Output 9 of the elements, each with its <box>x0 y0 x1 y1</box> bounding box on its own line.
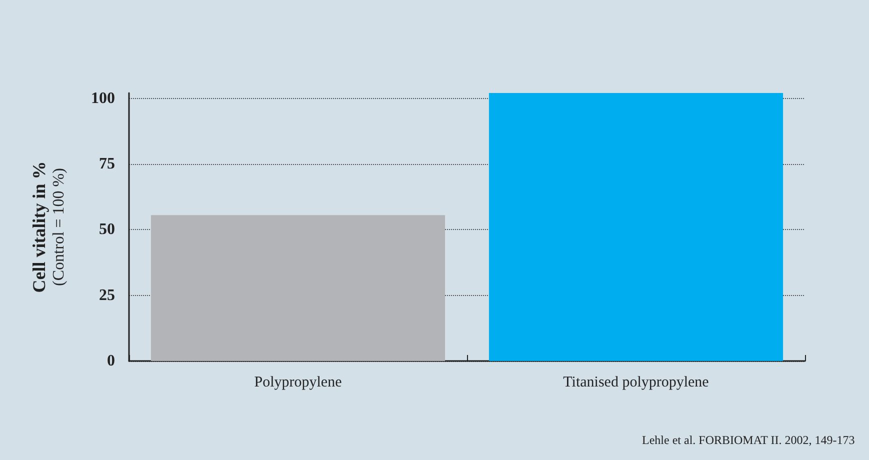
x-tick-label: Titanised polypropylene <box>563 374 710 390</box>
text: Lehle et al. FORBIOMAT II. 2002, 149-173 <box>642 433 855 447</box>
y-tick-label: 100 <box>91 90 115 107</box>
y-tick-label: 0 <box>107 352 115 370</box>
x-tick-label: Polypropylene <box>254 374 342 390</box>
y-tick-label: 75 <box>99 155 115 172</box>
y-tick-label: 50 <box>99 221 115 238</box>
y-axis-title: Cell vitality in % (Control = 100 %) <box>29 161 68 293</box>
y-tick-label: 25 <box>99 286 115 304</box>
